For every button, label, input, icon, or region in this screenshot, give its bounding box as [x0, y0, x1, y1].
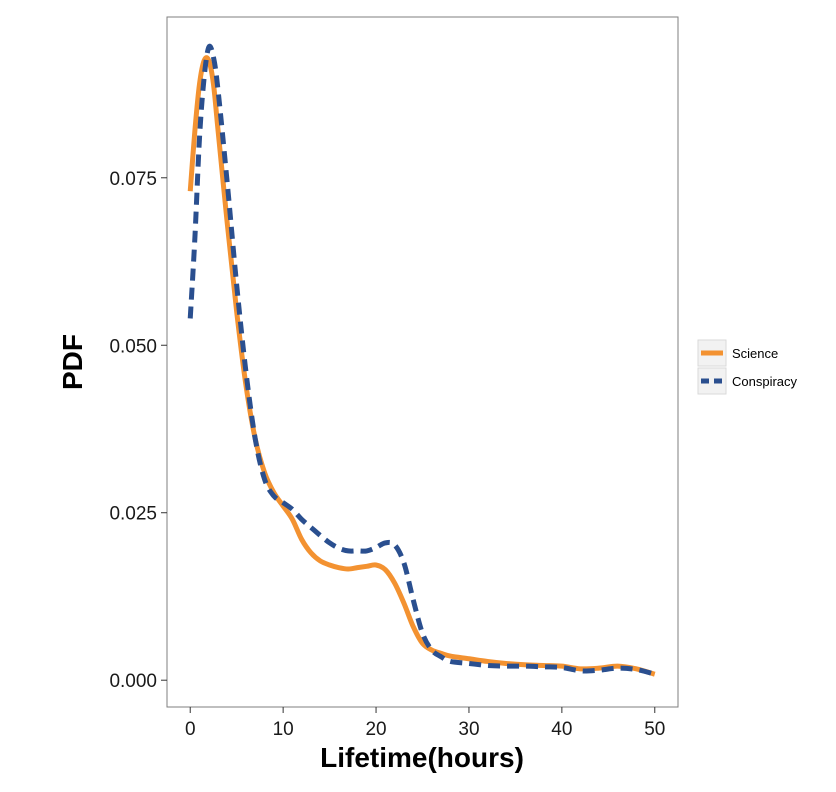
legend-label-conspiracy: Conspiracy: [732, 374, 798, 389]
y-axis-title: PDF: [57, 334, 88, 390]
y-tick-label: 0.025: [109, 504, 157, 525]
x-axis: 0 10 20 30 40 50: [185, 707, 665, 740]
x-tick-label: 20: [365, 719, 386, 740]
legend-label-science: Science: [732, 346, 778, 361]
plot-panel: [166, 16, 679, 708]
x-tick-label: 30: [458, 719, 479, 740]
x-tick-label: 50: [644, 719, 665, 740]
x-tick-label: 10: [273, 719, 294, 740]
x-axis-title: Lifetime(hours): [320, 742, 524, 773]
legend: Science Conspiracy: [697, 339, 798, 395]
x-tick-label: 40: [551, 719, 572, 740]
series-layer: [187, 43, 656, 677]
y-axis: 0.000 0.025 0.050 0.075: [109, 169, 167, 692]
series-line-conspiracy: [187, 43, 656, 677]
y-tick-label: 0.050: [109, 336, 157, 357]
y-tick-label: 0.075: [109, 169, 157, 190]
x-tick-label: 0: [185, 719, 196, 740]
y-tick-label: 0.000: [109, 671, 157, 692]
series-line-science: [187, 55, 656, 677]
